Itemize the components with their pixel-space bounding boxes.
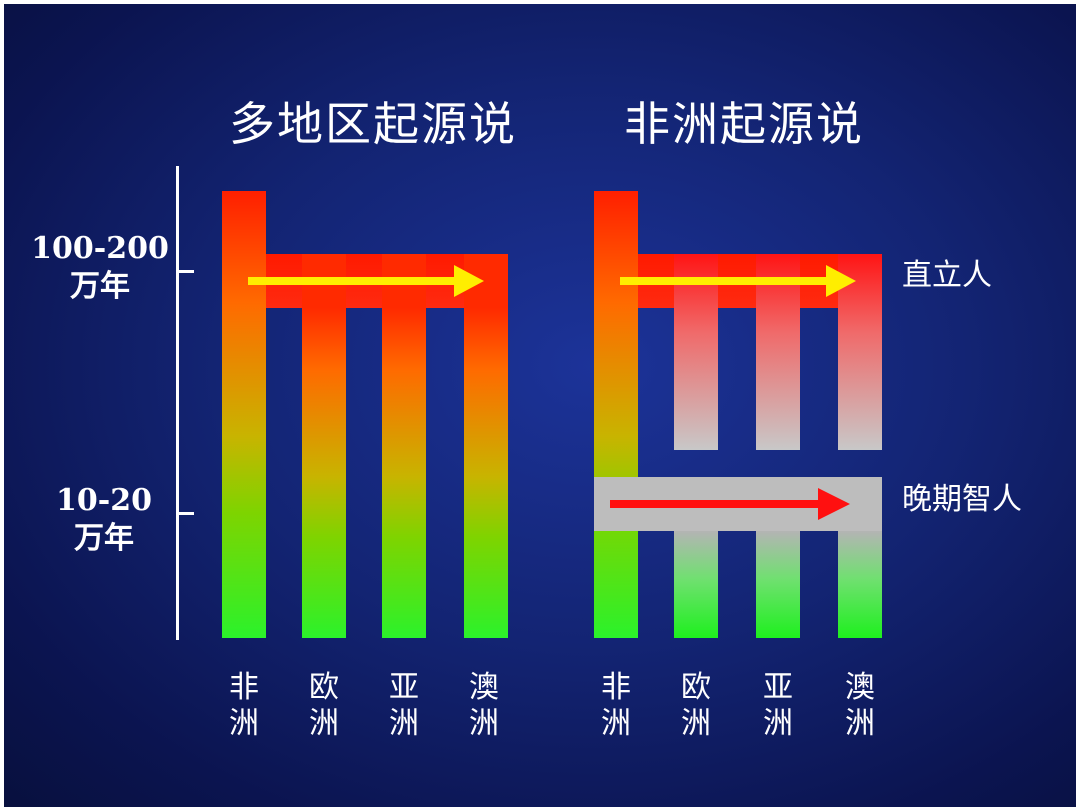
right-region-australia: 澳 洲 xyxy=(840,670,880,742)
right-region-australia-char1: 澳 xyxy=(845,670,875,705)
label-late-homo-sapiens: 晚期智人 xyxy=(902,482,1022,517)
right-region-europe-char2: 洲 xyxy=(681,706,711,741)
time-label-lower-range: 10-20 xyxy=(56,483,152,518)
time-label-upper-range: 100-200 xyxy=(31,231,169,266)
right-region-africa-char2: 洲 xyxy=(601,706,631,741)
label-homo-erectus: 直立人 xyxy=(902,258,992,293)
right-bar-europe-sapiens xyxy=(674,531,718,638)
left-region-europe-char1: 欧 xyxy=(309,670,339,705)
right-region-europe-char1: 欧 xyxy=(681,670,711,705)
right-region-asia-char2: 洲 xyxy=(763,706,793,741)
left-bar-asia xyxy=(382,254,426,638)
left-region-africa: 非 洲 xyxy=(224,670,264,742)
title-out-of-africa: 非洲起源说 xyxy=(624,97,864,151)
right-bar-africa xyxy=(594,191,638,638)
right-bar-australia-sapiens xyxy=(838,531,882,638)
left-region-asia: 亚 洲 xyxy=(384,670,424,742)
time-label-upper-unit: 万年 xyxy=(70,269,130,304)
title-multiregional: 多地区起源说 xyxy=(229,97,517,151)
left-region-australia: 澳 洲 xyxy=(464,670,504,742)
time-label-lower-unit: 万年 xyxy=(74,521,134,556)
time-label-upper: 100-200 万年 xyxy=(30,230,170,306)
time-axis-tick-lower xyxy=(176,512,194,515)
left-bar-australia xyxy=(464,254,508,638)
left-region-australia-char1: 澳 xyxy=(469,670,499,705)
left-bar-africa xyxy=(222,191,266,638)
left-bar-europe xyxy=(302,254,346,638)
right-region-australia-char2: 洲 xyxy=(845,706,875,741)
time-axis-tick-upper xyxy=(176,270,194,273)
right-bar-asia-erectus xyxy=(756,254,800,450)
left-region-australia-char2: 洲 xyxy=(469,706,499,741)
right-region-africa: 非 洲 xyxy=(596,670,636,742)
time-label-lower: 10-20 万年 xyxy=(44,482,164,558)
left-region-africa-char2: 洲 xyxy=(229,706,259,741)
right-bar-asia-sapiens xyxy=(756,531,800,638)
left-arrow-shaft xyxy=(248,277,460,285)
left-arrow-head xyxy=(454,265,484,297)
left-region-europe-char2: 洲 xyxy=(309,706,339,741)
left-region-asia-char2: 洲 xyxy=(389,706,419,741)
slide-background: 多地区起源说 非洲起源说 100-200 万年 10-20 万年 直立人 晚期智… xyxy=(4,4,1076,807)
left-region-africa-char1: 非 xyxy=(229,670,259,705)
right-region-asia: 亚 洲 xyxy=(758,670,798,742)
right-region-africa-char1: 非 xyxy=(601,670,631,705)
right-sapiens-arrow-head xyxy=(818,488,850,520)
right-bar-europe-erectus xyxy=(674,254,718,450)
right-erectus-arrow-head xyxy=(826,265,856,297)
right-erectus-arrow-shaft xyxy=(620,277,832,285)
right-sapiens-arrow-shaft xyxy=(610,500,824,508)
right-region-asia-char1: 亚 xyxy=(763,670,793,705)
left-region-asia-char1: 亚 xyxy=(389,670,419,705)
time-axis-line xyxy=(176,166,179,640)
right-region-europe: 欧 洲 xyxy=(676,670,716,742)
left-region-europe: 欧 洲 xyxy=(304,670,344,742)
